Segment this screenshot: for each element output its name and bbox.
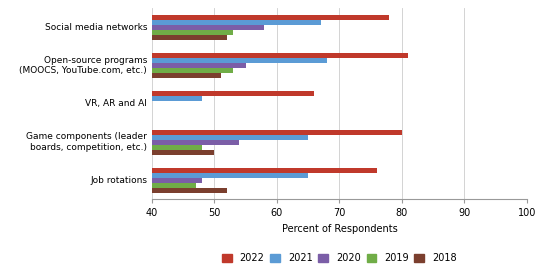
Bar (152, 68, 233, 73)
Bar (152, 135, 308, 140)
Bar (152, 91, 314, 96)
Legend: 2022, 2021, 2020, 2019, 2018: 2022, 2021, 2020, 2019, 2018 (218, 249, 460, 267)
Bar (152, 188, 227, 193)
Bar (152, 63, 246, 68)
Bar (152, 140, 239, 145)
Bar (152, 25, 264, 30)
Bar (152, 15, 389, 20)
Bar (152, 150, 214, 155)
Bar (152, 96, 202, 101)
Bar (152, 20, 321, 25)
Bar (152, 145, 202, 150)
Bar (152, 178, 202, 183)
Bar (152, 183, 196, 188)
Bar (152, 173, 308, 178)
Bar (152, 35, 227, 40)
Bar (152, 73, 221, 78)
Bar (152, 168, 377, 173)
Bar (152, 53, 408, 58)
Bar (152, 58, 327, 63)
X-axis label: Percent of Respondents: Percent of Respondents (281, 224, 397, 234)
Bar (152, 30, 233, 35)
Bar (152, 130, 402, 135)
